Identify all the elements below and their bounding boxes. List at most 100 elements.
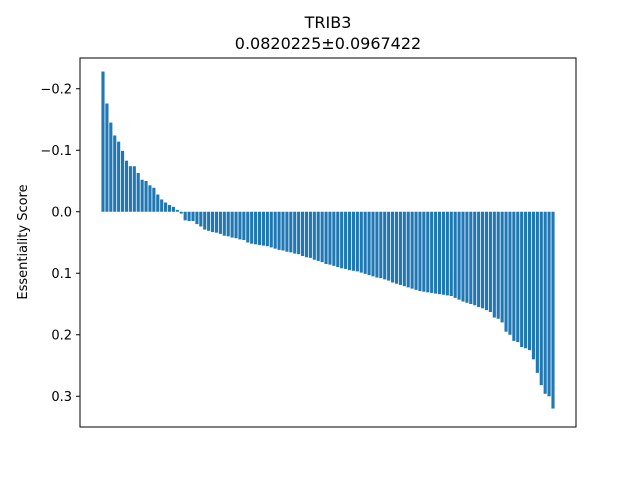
bar: [336, 211, 340, 268]
bar: [101, 71, 105, 212]
bar: [113, 135, 117, 212]
bar: [539, 211, 543, 386]
bar: [320, 211, 324, 263]
bar: [379, 211, 383, 279]
bar: [132, 166, 136, 212]
bar: [391, 211, 395, 283]
bar: [273, 211, 277, 249]
bar: [316, 211, 320, 261]
bar: [261, 211, 265, 246]
bar: [473, 211, 477, 306]
bar: [520, 211, 524, 348]
bar: [465, 211, 469, 303]
bar: [293, 211, 297, 254]
bar: [481, 211, 485, 309]
bar: [430, 211, 434, 293]
bar: [257, 211, 262, 245]
bar: [469, 211, 473, 304]
bar: [527, 211, 532, 351]
bar: [492, 211, 496, 318]
bar: [508, 211, 512, 335]
bar: [445, 211, 449, 296]
bar: [457, 211, 461, 300]
bar: [500, 211, 504, 323]
bar: [531, 211, 535, 360]
bar: [207, 211, 211, 231]
bar: [187, 211, 191, 221]
bar: [367, 211, 371, 276]
bar: [324, 211, 328, 265]
bar: [136, 173, 140, 212]
bar: [195, 211, 199, 225]
bar: [461, 211, 465, 302]
bar: [285, 211, 289, 252]
bar: [488, 211, 492, 312]
bar: [516, 211, 520, 343]
bar: [218, 211, 222, 234]
bar: [175, 209, 179, 212]
bar: [449, 211, 453, 296]
bar: [477, 211, 481, 308]
bar: [246, 211, 250, 243]
bar: [242, 211, 246, 241]
bar: [328, 211, 332, 265]
bar: [230, 211, 234, 238]
bar: [543, 211, 547, 394]
bar: [512, 211, 516, 341]
bar: [406, 211, 410, 288]
bar: [371, 211, 375, 277]
bar: [422, 211, 426, 292]
bar: [152, 187, 156, 212]
bar: [332, 211, 336, 266]
y-tick-label: −0.1: [40, 144, 72, 159]
bar: [254, 211, 258, 245]
bar: [128, 166, 132, 212]
bar: [375, 211, 379, 278]
chart-subtitle: 0.0820225±0.0967422: [235, 34, 421, 53]
bar: [359, 211, 363, 273]
bar: [301, 211, 305, 257]
bar: [199, 211, 203, 227]
bar: [340, 211, 344, 269]
y-tick-label: 0.1: [51, 267, 72, 282]
bar: [410, 211, 414, 289]
y-axis-label: Essentiality Score: [16, 184, 31, 299]
bar: [226, 211, 230, 237]
bar: [547, 211, 551, 397]
plot-frame: [79, 57, 577, 428]
bar: [234, 211, 238, 239]
bar: [418, 211, 422, 292]
bar: [312, 211, 316, 260]
bar: [308, 211, 312, 258]
bar: [387, 211, 391, 281]
bar: [402, 211, 406, 287]
bar: [148, 185, 152, 212]
bar: [524, 211, 528, 349]
bar: [117, 141, 121, 212]
bar: [160, 199, 164, 212]
bar: [484, 211, 489, 311]
bar: [124, 160, 129, 212]
bar: [297, 211, 301, 255]
y-tick-label: 0.3: [51, 390, 72, 405]
bar: [355, 211, 359, 272]
bar: [167, 204, 172, 212]
y-axis: −0.2 −0.1 0.0 0.1 0.2 0.3: [40, 82, 80, 405]
bar: [265, 211, 269, 247]
y-tick-label: 0.0: [51, 205, 72, 220]
bar: [140, 179, 144, 212]
bar: [434, 211, 438, 294]
bar: [214, 211, 219, 233]
bar: [441, 211, 445, 295]
bar: [203, 211, 207, 230]
bar: [344, 211, 348, 269]
y-tick-label: 0.2: [51, 328, 72, 343]
bar: [363, 211, 367, 274]
bar: [171, 206, 175, 212]
bar: [535, 211, 539, 373]
bar: [383, 211, 387, 280]
bar: [164, 202, 168, 212]
bar: [156, 194, 160, 212]
bar: [304, 211, 309, 258]
chart-title: TRIB3: [304, 13, 352, 32]
